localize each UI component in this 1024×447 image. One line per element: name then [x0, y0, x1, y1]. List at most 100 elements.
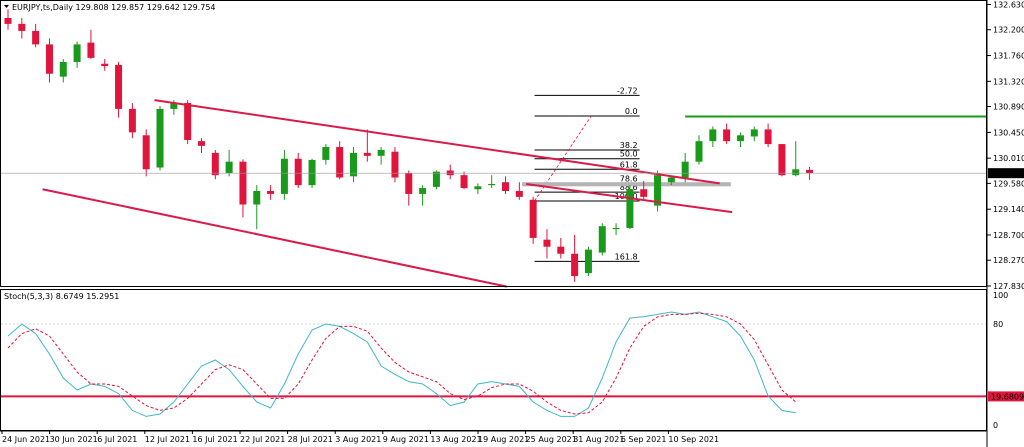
- stoch-tick-label: 0: [993, 421, 998, 430]
- candle-bull: [170, 103, 178, 109]
- trend-channel[interactable]: [42, 99, 986, 288]
- candle-bear: [101, 63, 109, 67]
- candle-bear: [211, 152, 219, 176]
- candle-bull: [350, 152, 357, 177]
- candle-bull: [598, 226, 606, 253]
- time-tick-label: 25 Aug 2021: [526, 435, 577, 444]
- stoch-level-label: 19.6809: [991, 392, 1024, 401]
- time-tick-label: 30 Jun 2021: [50, 435, 98, 444]
- main-panel-frame: [0, 0, 987, 287]
- time-tick-label: 19 Aug 2021: [478, 435, 529, 444]
- candle-bear: [778, 144, 786, 176]
- price-tick-label: 129.140: [993, 205, 1024, 214]
- candle-bull: [377, 149, 385, 156]
- candle-bull: [695, 141, 703, 162]
- last-price-label: 129.754: [991, 169, 1024, 178]
- channel-upper-line[interactable]: [154, 99, 720, 185]
- candle-bull: [308, 159, 316, 186]
- fib-level-label: 50.0: [620, 150, 638, 159]
- candle-bear: [294, 158, 302, 186]
- stoch-signal-line: [7, 312, 797, 415]
- time-tick-label: 6 Jul 2021: [97, 435, 137, 444]
- fib-level-label: 38.2: [620, 141, 638, 150]
- candle-bear: [460, 175, 468, 189]
- fib-level-label: 88.6: [620, 183, 638, 192]
- candle-bear: [18, 23, 26, 31]
- time-tick-label: 31 Aug 2021: [573, 435, 624, 444]
- time-tick-label: 9 Aug 2021: [383, 435, 429, 444]
- candle-bear: [87, 42, 95, 58]
- candle-bull: [488, 183, 496, 186]
- fib-level-label: 61.8: [620, 160, 638, 169]
- channel-extension-line[interactable]: [526, 182, 733, 214]
- candle-bear: [405, 173, 413, 194]
- time-tick-label: 6 Sep 2021: [621, 435, 667, 444]
- price-tick-label: 130.010: [993, 154, 1024, 163]
- gray-zone[interactable]: [522, 182, 731, 187]
- candle-bear: [267, 191, 275, 194]
- candle-bear: [723, 129, 731, 142]
- candle-bull: [584, 249, 592, 274]
- candle-bear: [529, 199, 537, 238]
- candle-bear: [557, 246, 565, 254]
- candle-bear: [184, 103, 192, 140]
- candle-bear: [515, 191, 523, 197]
- candle-bull: [432, 171, 440, 187]
- candle-bear: [239, 161, 247, 205]
- candle-bull: [225, 161, 233, 174]
- candle-bull: [750, 129, 758, 137]
- price-tick-label: 131.320: [993, 77, 1024, 86]
- candle-bear: [764, 129, 772, 145]
- stoch-main-line: [7, 311, 796, 417]
- candle-bull: [59, 61, 67, 77]
- candle-bear: [571, 253, 579, 277]
- chart-header: EURJPY,ts,Daily 129.808 129.857 129.642 …: [4, 3, 216, 301]
- fib-level-label: 78.6: [620, 174, 638, 183]
- time-tick-label: 28 Jul 2021: [288, 435, 333, 444]
- candle-bear: [446, 170, 454, 176]
- candle-bear: [197, 141, 205, 146]
- time-tick-label: 22 Jul 2021: [240, 435, 285, 444]
- candle-bull: [667, 177, 675, 183]
- channel-lower-line[interactable]: [42, 188, 508, 288]
- fib-level-label: -2.72: [617, 86, 638, 95]
- candle-bull: [419, 188, 427, 194]
- gray-zone-rect[interactable]: [522, 182, 731, 187]
- panel-frames: [0, 0, 987, 431]
- chevron-down-icon[interactable]: [4, 5, 9, 8]
- candle-bull: [654, 175, 662, 206]
- candle-bear: [142, 135, 150, 170]
- stochastic-panel: 100 80 0 19.6809: [1, 291, 1024, 430]
- price-tick-label: 130.450: [993, 128, 1024, 137]
- candle-bull: [612, 227, 620, 230]
- time-tick-label: 12 Jul 2021: [145, 435, 190, 444]
- candle-bear: [543, 239, 551, 247]
- candle-bull: [156, 108, 164, 168]
- fib-level-label: 100.0: [615, 192, 638, 201]
- candle-bear: [806, 169, 814, 174]
- stoch-tick-label: 80: [993, 320, 1003, 329]
- candle-bear: [640, 189, 648, 197]
- candle-bear: [4, 18, 12, 24]
- price-tick-label: 128.700: [993, 231, 1024, 240]
- candle-bull: [253, 191, 261, 205]
- price-tick-label: 129.580: [993, 179, 1024, 188]
- stoch-info: Stoch(5,3,3) 8.6749 15.2951: [4, 292, 119, 301]
- price-tick-label: 131.760: [993, 52, 1024, 61]
- price-tick-label: 130.890: [993, 103, 1024, 112]
- candle-bear: [128, 108, 136, 133]
- candle-bull: [626, 189, 634, 228]
- candle-bear: [45, 44, 53, 74]
- candle-bear: [502, 182, 510, 191]
- candle-bull: [73, 44, 81, 62]
- fib-level-label: 161.8: [615, 252, 638, 261]
- time-tick-label: 3 Aug 2021: [335, 435, 381, 444]
- candle-bull: [474, 186, 482, 190]
- price-tick-label: 127.830: [993, 282, 1024, 291]
- candle-bear: [32, 30, 40, 45]
- time-tick-label: 13 Aug 2021: [430, 435, 481, 444]
- candle-bull: [792, 169, 800, 176]
- candle-bull: [709, 129, 717, 142]
